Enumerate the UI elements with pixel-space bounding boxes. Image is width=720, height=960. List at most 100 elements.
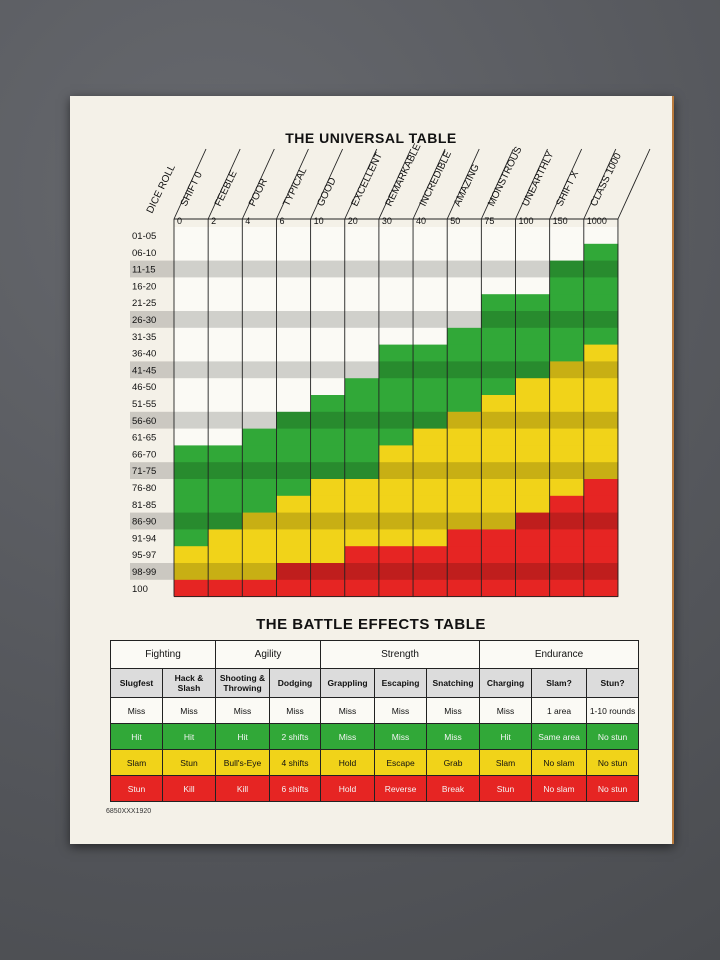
header-slant-line bbox=[173, 148, 207, 220]
result-cell bbox=[447, 277, 482, 295]
result-cell bbox=[515, 579, 551, 598]
dice-roll-range-label: 71-75 bbox=[132, 466, 156, 477]
dice-roll-range-label: 86-90 bbox=[132, 517, 156, 528]
product-code: 6850XXX1920 bbox=[106, 808, 152, 815]
rank-name-label: POOR bbox=[247, 177, 270, 208]
result-cell bbox=[276, 344, 312, 362]
effect-cell: Slam bbox=[479, 749, 533, 776]
header-slant-line bbox=[549, 148, 583, 220]
result-cell bbox=[378, 260, 414, 278]
result-cell bbox=[583, 327, 619, 346]
rules-card: THE UNIVERSAL TABLE SHIFT 0 0 FEEBLE 2 POOR 4… bbox=[70, 96, 674, 844]
result-cell bbox=[276, 395, 312, 413]
result-cell bbox=[447, 479, 482, 497]
col-grappling: Grappling bbox=[320, 668, 376, 698]
result-cell bbox=[174, 411, 209, 430]
result-cell bbox=[515, 445, 551, 463]
result-cell bbox=[310, 546, 346, 564]
result-cell bbox=[481, 462, 516, 480]
result-cell bbox=[583, 311, 619, 329]
effect-cell: Hit bbox=[479, 723, 533, 750]
result-cell bbox=[413, 311, 448, 329]
effect-cell: 6 shifts bbox=[269, 775, 322, 802]
result-cell bbox=[378, 445, 414, 463]
result-cell bbox=[344, 311, 380, 329]
result-cell bbox=[447, 529, 482, 547]
battle-effects-table: Fighting Agility Strength Endurance Slug… bbox=[109, 640, 640, 802]
result-cell bbox=[583, 579, 619, 598]
result-cell bbox=[447, 260, 482, 278]
result-cell bbox=[310, 395, 346, 413]
result-cell bbox=[310, 311, 346, 329]
result-cell bbox=[276, 277, 312, 295]
dice-roll-range-label: 81-85 bbox=[132, 500, 156, 511]
result-cell bbox=[310, 512, 346, 530]
result-cell bbox=[583, 479, 619, 497]
dice-roll-range-label: 76-80 bbox=[132, 483, 156, 494]
effect-cell: Miss bbox=[374, 697, 428, 724]
dice-roll-range-label: 95-97 bbox=[132, 550, 156, 561]
dice-roll-range-label: 01-05 bbox=[132, 231, 156, 242]
result-cell bbox=[583, 243, 619, 262]
result-cell bbox=[413, 563, 448, 581]
result-cell bbox=[481, 227, 516, 245]
result-cell bbox=[310, 579, 346, 598]
header-slant-line bbox=[310, 148, 344, 220]
result-cell bbox=[174, 243, 209, 262]
result-cell bbox=[344, 344, 380, 362]
result-cell bbox=[174, 378, 209, 396]
result-cell bbox=[413, 344, 448, 362]
rank-number-label: 2 bbox=[211, 216, 216, 226]
dice-roll-range-label: 16-20 bbox=[132, 281, 156, 292]
result-cell bbox=[208, 579, 243, 598]
dice-roll-range-label: 11-15 bbox=[132, 265, 156, 276]
universal-table-title: THE UNIVERSAL TABLE bbox=[285, 130, 457, 146]
result-cell bbox=[276, 243, 312, 262]
result-cell bbox=[208, 512, 243, 530]
result-cell bbox=[515, 512, 551, 530]
result-cell bbox=[310, 563, 346, 581]
result-cell bbox=[378, 563, 414, 581]
shaded-row-band bbox=[130, 512, 618, 530]
result-cell bbox=[174, 294, 209, 312]
result-cell bbox=[276, 378, 312, 396]
result-cell bbox=[344, 227, 380, 245]
result-cell bbox=[583, 529, 619, 547]
result-cell bbox=[174, 311, 209, 329]
result-cell bbox=[549, 512, 585, 530]
rank-number-label: 10 bbox=[314, 216, 324, 226]
result-cell bbox=[413, 512, 448, 530]
result-cell bbox=[515, 529, 551, 547]
result-cell bbox=[174, 327, 209, 346]
result-cell bbox=[549, 294, 585, 312]
header-slant-line bbox=[583, 148, 617, 220]
effect-cell: Hit bbox=[215, 723, 271, 750]
result-cell bbox=[242, 260, 277, 278]
result-cell bbox=[515, 344, 551, 362]
header-slant-line bbox=[515, 148, 548, 220]
effect-cell: 2 shifts bbox=[269, 723, 322, 750]
result-cell bbox=[174, 344, 209, 362]
result-cell bbox=[242, 344, 277, 362]
header-slant-line bbox=[617, 148, 651, 220]
result-cell bbox=[310, 327, 346, 346]
rank-name-label: AMAZING bbox=[452, 162, 482, 208]
result-cell bbox=[174, 495, 209, 514]
result-cell bbox=[378, 378, 414, 396]
result-cell bbox=[447, 294, 482, 312]
result-cell bbox=[481, 579, 516, 598]
result-cell bbox=[481, 378, 516, 396]
effect-cell: Miss bbox=[110, 697, 163, 724]
result-cell bbox=[447, 311, 482, 329]
result-cell bbox=[276, 311, 312, 329]
effect-cell: 1-10 rounds bbox=[586, 697, 640, 724]
shaded-row-band bbox=[130, 462, 618, 479]
result-cell bbox=[378, 529, 414, 547]
rank-name-label: REMARKABLE bbox=[384, 142, 424, 209]
result-cell bbox=[378, 462, 414, 480]
result-cell bbox=[549, 344, 585, 362]
effect-cell: Miss bbox=[215, 697, 271, 724]
result-cell bbox=[208, 479, 243, 497]
result-cell bbox=[481, 546, 516, 564]
result-cell bbox=[549, 411, 585, 430]
